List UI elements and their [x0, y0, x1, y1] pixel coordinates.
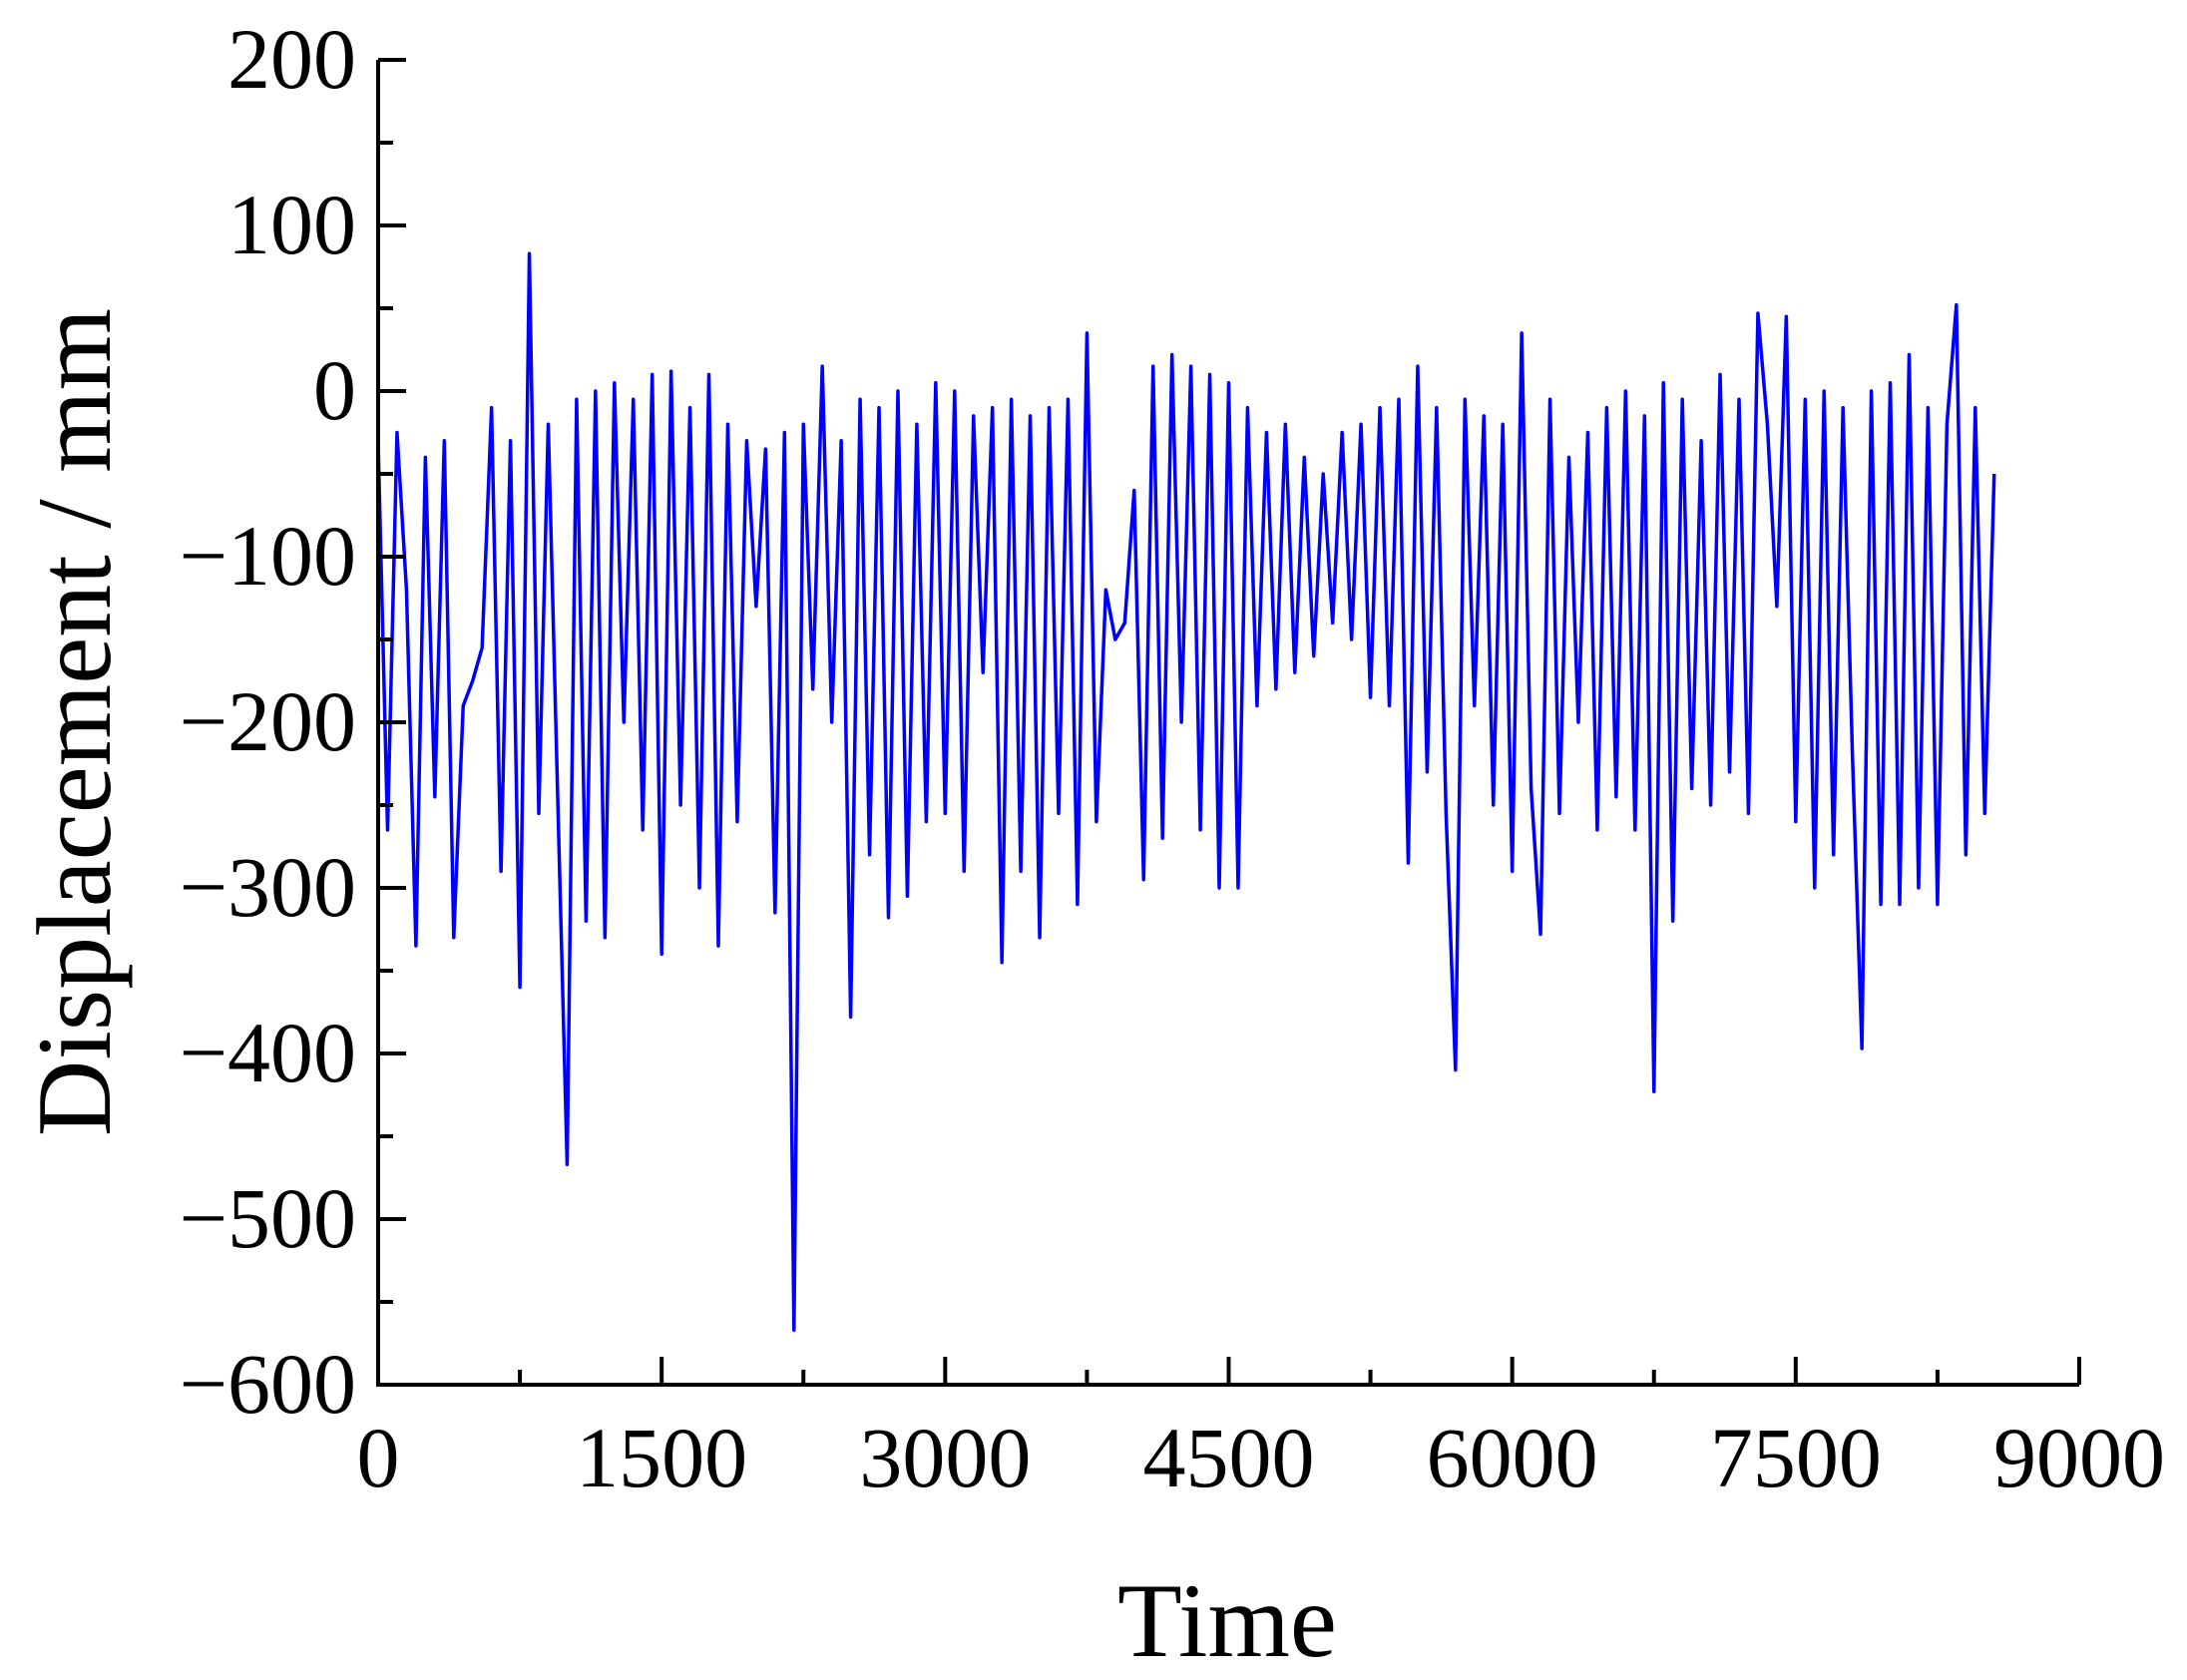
x-tick-label: 4500 [1143, 1410, 1315, 1505]
x-tick-label: 6000 [1427, 1410, 1598, 1505]
y-tick-label: 100 [227, 177, 356, 272]
x-tick-label: 9000 [1993, 1410, 2165, 1505]
y-tick-label: 0 [313, 342, 356, 438]
x-axis-title: Time [1117, 1562, 1337, 1679]
data-line [376, 251, 1996, 1332]
y-tick-label: −100 [179, 508, 356, 604]
y-tick-label: −200 [179, 673, 356, 769]
y-tick-label: −600 [179, 1336, 356, 1432]
y-tick-label: −500 [179, 1170, 356, 1266]
y-tick-label: 200 [227, 11, 356, 107]
x-tick-label: 7500 [1710, 1410, 1882, 1505]
y-tick-label: −300 [179, 839, 356, 935]
y-axis-title: Displacement / mm [16, 308, 133, 1136]
x-tick-label: 1500 [576, 1410, 747, 1505]
x-tick-label: 0 [357, 1410, 400, 1505]
y-tick-label: −400 [179, 1005, 356, 1100]
x-tick-label: 3000 [859, 1410, 1031, 1505]
